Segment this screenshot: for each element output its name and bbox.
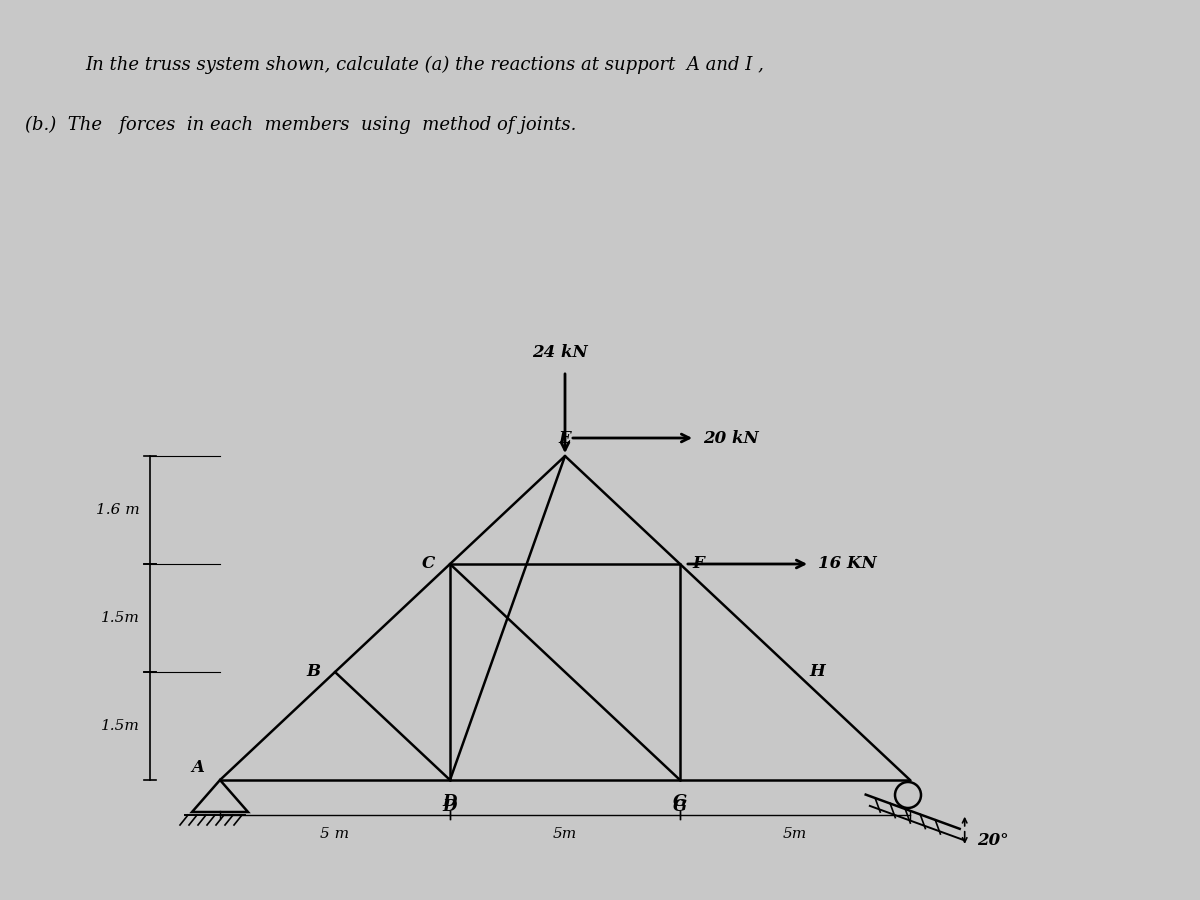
Text: G: G bbox=[673, 794, 688, 811]
Text: F: F bbox=[692, 555, 704, 572]
Text: 20°: 20° bbox=[977, 832, 1008, 850]
Text: 24 kN: 24 kN bbox=[532, 344, 588, 361]
Text: C: C bbox=[421, 555, 434, 572]
Text: 1.5m: 1.5m bbox=[101, 719, 140, 733]
Text: 16 KN: 16 KN bbox=[818, 555, 877, 572]
Text: D: D bbox=[443, 798, 457, 815]
Text: D: D bbox=[443, 794, 457, 811]
Text: A: A bbox=[192, 760, 204, 777]
Text: 1.6 m: 1.6 m bbox=[96, 503, 140, 517]
Text: 20 kN: 20 kN bbox=[703, 429, 758, 446]
Text: 5 m: 5 m bbox=[320, 827, 349, 841]
Text: 5m: 5m bbox=[782, 827, 808, 841]
Text: E: E bbox=[559, 429, 571, 446]
Text: B: B bbox=[306, 663, 320, 680]
Text: H: H bbox=[809, 663, 824, 680]
Text: 5m: 5m bbox=[553, 827, 577, 841]
Text: 1.5m: 1.5m bbox=[101, 611, 140, 625]
Text: G: G bbox=[673, 798, 688, 815]
Text: In the truss system shown, calculate (a) the reactions at support  A and I ,: In the truss system shown, calculate (a)… bbox=[85, 56, 764, 74]
Text: (b.)  The   forces  in each  members  using  method of joints.: (b.) The forces in each members using me… bbox=[25, 116, 576, 134]
